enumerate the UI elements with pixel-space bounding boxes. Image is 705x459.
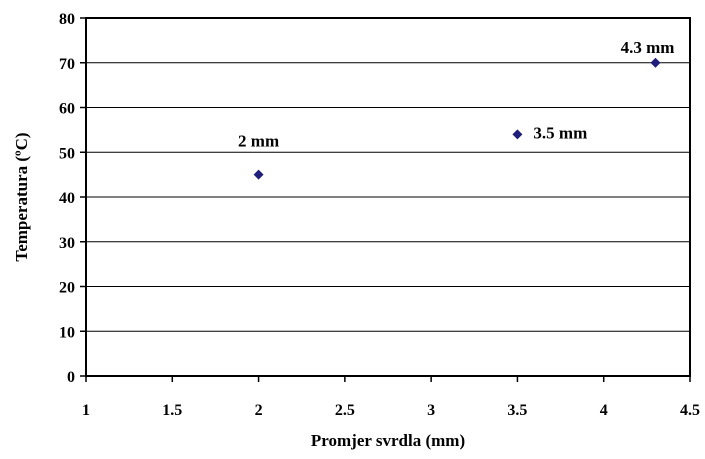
point-layer (253, 57, 661, 180)
y-tick-label: 0 (67, 369, 75, 386)
x-tick-label: 2.5 (335, 402, 355, 419)
y-tick-label: 30 (59, 235, 75, 252)
y-axis-title: Temperatura (ºC) (12, 132, 31, 261)
label-layer: 2 mm 3.5 mm 4.3 mm (238, 38, 674, 151)
grid-layer (86, 62, 690, 332)
data-point-label: 4.3 mm (621, 38, 675, 57)
x-tick-label: 2 (255, 402, 263, 419)
x-tick-label: 3.5 (507, 402, 527, 419)
x-tick-label: 1 (82, 402, 90, 419)
x-tick-label: 4.5 (680, 402, 700, 419)
x-tick-label: 4 (600, 402, 608, 419)
x-tick-label: 1.5 (162, 402, 182, 419)
data-point-marker (512, 129, 523, 140)
y-tick-label: 70 (59, 56, 75, 73)
y-tick-label: 80 (59, 11, 75, 28)
y-tick-label: 60 (59, 101, 75, 118)
y-tick-label: 50 (59, 145, 75, 162)
y-tick-label: 10 (59, 324, 75, 341)
data-point-marker (253, 169, 264, 180)
x-axis-title: Promjer svrdla (mm) (311, 431, 465, 450)
data-point-marker (650, 57, 661, 68)
data-point-label: 3.5 mm (533, 123, 587, 142)
x-tick-label: 3 (427, 402, 435, 419)
y-tick-label: 40 (59, 190, 75, 207)
tick-layer: 0 10 20 30 40 50 60 70 80 1 1.5 2 2.5 3 3.5 4 4.5 (59, 11, 700, 419)
y-tick-label: 20 (59, 280, 75, 297)
data-point-label: 2 mm (238, 132, 279, 151)
